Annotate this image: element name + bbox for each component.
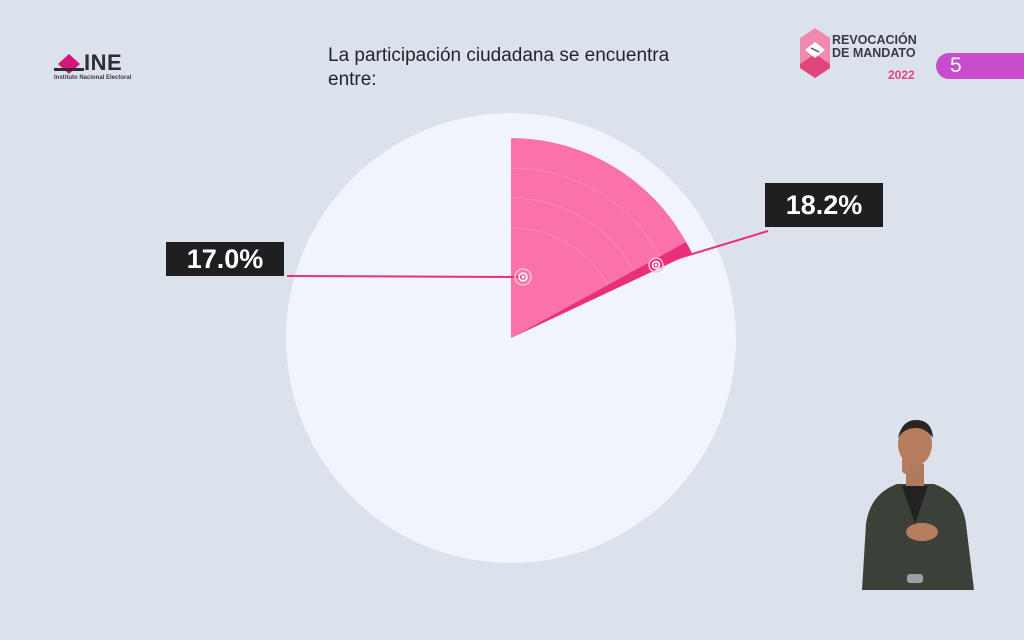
- ine-logo: INE Instituto Nacional Electoral: [54, 50, 164, 86]
- ine-wordmark: INE: [84, 50, 123, 75]
- revocacion-year: 2022: [888, 68, 915, 82]
- pie-rings: [510, 167, 661, 286]
- ine-diamond-icon: [54, 54, 84, 74]
- ine-subtitle: Instituto Nacional Electoral: [54, 75, 132, 81]
- label-low-value: 17.0%: [166, 242, 284, 276]
- sign-language-interpreter: [862, 420, 974, 590]
- marker-17-icon: [514, 268, 532, 286]
- marker-18-icon: [648, 257, 664, 273]
- pie-slice-range: [511, 242, 692, 338]
- leader-line-18: [655, 230, 769, 266]
- slide-title: La participación ciudadana se encuentra …: [328, 45, 670, 90]
- pie-slice-17: [511, 138, 686, 338]
- label-high-value: 18.2%: [765, 183, 883, 227]
- revocacion-logo: REVOCACIÓN DE MANDATO 2022: [800, 28, 930, 82]
- ballot-box-icon: [800, 28, 830, 78]
- slide-number: 5: [950, 54, 962, 77]
- slide-number-pill: 5: [936, 53, 1024, 79]
- revocacion-line1: REVOCACIÓN: [832, 33, 917, 47]
- revocacion-line2: DE MANDATO: [832, 46, 916, 60]
- leader-line-17: [286, 275, 524, 278]
